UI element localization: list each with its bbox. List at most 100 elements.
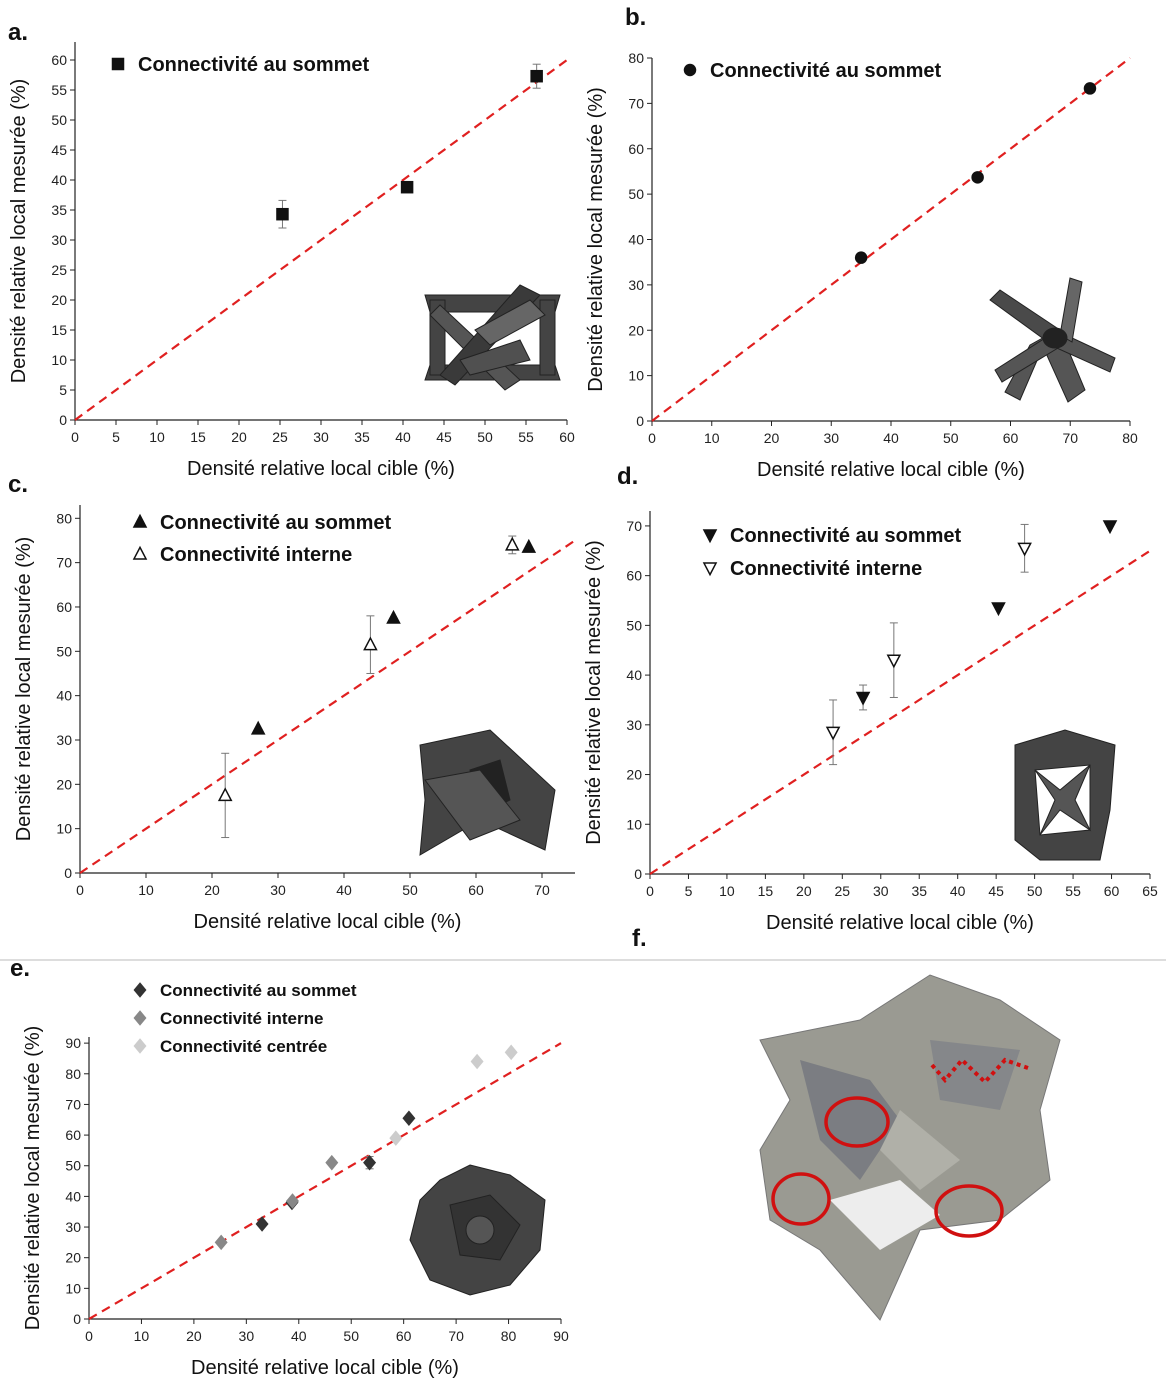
y-tick-label: 20 <box>65 1250 81 1266</box>
x-tick-label: 40 <box>883 430 899 446</box>
panel-label: f. <box>632 925 647 952</box>
y-tick-label: 20 <box>56 776 72 792</box>
y-tick-label: 80 <box>65 1066 81 1082</box>
x-tick-label: 0 <box>76 882 84 898</box>
y-tick-label: 70 <box>628 95 644 111</box>
x-tick-label: 60 <box>1003 430 1019 446</box>
y-tick-label: 30 <box>51 232 67 248</box>
legend-marker <box>132 545 148 560</box>
y-tick-label: 40 <box>56 688 72 704</box>
x-tick-label: 60 <box>1104 883 1120 899</box>
inset-b <box>989 277 1116 403</box>
y-tick-label: 15 <box>51 322 67 338</box>
x-tick-label: 25 <box>272 429 288 445</box>
y-tick-label: 35 <box>51 202 67 218</box>
y-tick-label: 10 <box>65 1280 81 1296</box>
y-tick-label: 50 <box>56 643 72 659</box>
data-point <box>363 636 378 651</box>
x-tick-label: 10 <box>704 430 720 446</box>
y-tick-label: 60 <box>51 52 67 68</box>
legend-label: Connectivité interne <box>160 544 352 566</box>
y-tick-label: 40 <box>626 667 642 683</box>
y-tick-label: 70 <box>56 555 72 571</box>
x-tick-label: 10 <box>719 883 735 899</box>
x-axis-title: Densité relative local cible (%) <box>187 458 455 480</box>
x-tick-label: 80 <box>501 1328 517 1344</box>
y-tick-label: 60 <box>65 1127 81 1143</box>
identity-line <box>88 1042 562 1320</box>
data-point <box>991 602 1006 617</box>
data-point <box>214 1234 228 1251</box>
panel-label: c. <box>8 471 28 498</box>
y-tick-label: 25 <box>51 262 67 278</box>
y-axis-title: Densité relative local mesurée (%) <box>13 537 35 842</box>
y-tick-label: 45 <box>51 142 67 158</box>
y-tick-label: 30 <box>628 277 644 293</box>
y-tick-label: 20 <box>51 292 67 308</box>
x-tick-label: 10 <box>149 429 165 445</box>
x-tick-label: 50 <box>1027 883 1043 899</box>
y-axis-title: Densité relative local mesurée (%) <box>8 79 30 384</box>
inset-e <box>409 1164 546 1296</box>
legend-label: Connectivité au sommet <box>710 60 942 82</box>
x-tick-label: 65 <box>1142 883 1158 899</box>
panel-label: a. <box>8 19 28 46</box>
x-tick-label: 15 <box>758 883 774 899</box>
inset-d <box>1014 729 1116 861</box>
data-point <box>255 1216 269 1232</box>
x-tick-label: 0 <box>646 883 654 899</box>
x-tick-label: 35 <box>354 429 370 445</box>
identity-line <box>649 549 1151 875</box>
legend-marker <box>133 982 147 998</box>
x-tick-label: 40 <box>395 429 411 445</box>
y-tick-label: 60 <box>628 141 644 157</box>
x-tick-label: 60 <box>468 882 484 898</box>
x-tick-label: 60 <box>396 1328 412 1344</box>
legend-label: Connectivité centrée <box>160 1037 327 1056</box>
y-tick-label: 80 <box>628 50 644 66</box>
y-tick-label: 10 <box>626 816 642 832</box>
legend-label: Connectivité interne <box>730 558 922 580</box>
x-tick-label: 30 <box>313 429 329 445</box>
x-tick-label: 0 <box>71 429 79 445</box>
y-tick-label: 80 <box>56 510 72 526</box>
x-tick-label: 40 <box>950 883 966 899</box>
x-tick-label: 0 <box>85 1328 93 1344</box>
y-tick-label: 0 <box>59 412 67 428</box>
legend-label: Connectivité interne <box>160 1009 323 1028</box>
y-tick-label: 0 <box>634 866 642 882</box>
y-tick-label: 30 <box>56 732 72 748</box>
y-tick-label: 10 <box>51 352 67 368</box>
y-tick-label: 40 <box>628 232 644 248</box>
y-tick-label: 30 <box>65 1219 81 1235</box>
y-tick-label: 40 <box>65 1188 81 1204</box>
x-tick-label: 90 <box>553 1328 569 1344</box>
x-tick-label: 40 <box>336 882 352 898</box>
y-tick-label: 55 <box>51 82 67 98</box>
legend-marker <box>683 63 697 77</box>
legend-marker <box>111 57 125 71</box>
x-tick-label: 10 <box>134 1328 150 1344</box>
data-point <box>1102 520 1118 535</box>
data-point <box>276 207 289 221</box>
data-point <box>363 1154 377 1171</box>
x-tick-label: 55 <box>518 429 534 445</box>
y-tick-label: 60 <box>626 568 642 584</box>
data-point <box>386 609 401 624</box>
y-tick-label: 0 <box>64 865 72 881</box>
y-tick-label: 70 <box>65 1096 81 1112</box>
x-tick-label: 30 <box>270 882 286 898</box>
data-point <box>470 1053 484 1070</box>
data-point <box>402 1110 416 1126</box>
y-tick-label: 50 <box>65 1158 81 1174</box>
legend-label: Connectivité au sommet <box>138 54 370 76</box>
x-tick-label: 50 <box>343 1328 359 1344</box>
x-tick-label: 25 <box>835 883 851 899</box>
x-tick-label: 0 <box>648 430 656 446</box>
y-tick-label: 60 <box>56 599 72 615</box>
x-tick-label: 30 <box>873 883 889 899</box>
identity-line <box>651 57 1131 422</box>
x-tick-label: 70 <box>534 882 550 898</box>
data-point <box>1017 542 1032 557</box>
y-tick-label: 20 <box>626 767 642 783</box>
